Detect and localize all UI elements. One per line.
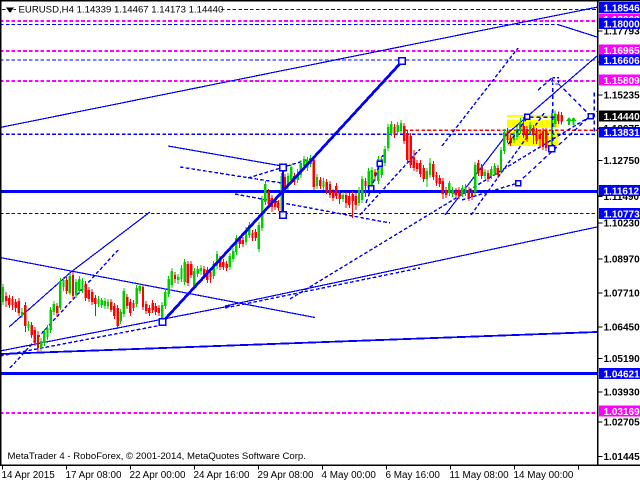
svg-text:1.03169: 1.03169 (604, 407, 640, 418)
svg-text:1.15235: 1.15235 (604, 91, 640, 102)
svg-text:1.11490: 1.11490 (604, 192, 640, 203)
svg-text:1.01445: 1.01445 (604, 452, 640, 463)
svg-text:22 Apr 00:00: 22 Apr 00:00 (130, 470, 187, 480)
svg-text:1.10230: 1.10230 (604, 219, 640, 230)
svg-text:1.14440: 1.14440 (604, 112, 640, 123)
svg-text:29 Apr 08:00: 29 Apr 08:00 (258, 470, 315, 480)
svg-text:1.10773: 1.10773 (604, 209, 640, 220)
svg-text:6 May 16:00: 6 May 16:00 (386, 470, 441, 480)
svg-text:24 Apr 16:00: 24 Apr 16:00 (194, 470, 251, 480)
svg-text:1.16965: 1.16965 (604, 46, 640, 57)
svg-text:1.08970: 1.08970 (604, 255, 640, 266)
svg-text:4 May 00:00: 4 May 00:00 (322, 470, 377, 480)
svg-text:17 Apr 08:00: 17 Apr 08:00 (66, 470, 123, 480)
svg-text:14 May 00:00: 14 May 00:00 (514, 470, 574, 480)
svg-text:1.12750: 1.12750 (604, 156, 640, 167)
svg-text:1.03930: 1.03930 (604, 388, 640, 399)
svg-text:MetaTrader 4 - RoboForex, © 20: MetaTrader 4 - RoboForex, © 2001-2014, M… (8, 451, 306, 462)
svg-text:1.13831: 1.13831 (604, 128, 640, 139)
svg-text:14 Apr 2015: 14 Apr 2015 (2, 470, 56, 480)
svg-text:1.07710: 1.07710 (604, 289, 640, 300)
svg-text:1.11612: 1.11612 (604, 186, 640, 197)
svg-text:1.17793: 1.17793 (604, 27, 640, 38)
svg-text:1.06450: 1.06450 (604, 323, 640, 334)
svg-text:1.04621: 1.04621 (604, 369, 640, 380)
svg-text:1.05190: 1.05190 (604, 354, 640, 365)
svg-text:EURUSD,H4 1.14339 1.14467 1.1: EURUSD,H4 1.14339 1.14467 1.14173 1.1444… (19, 5, 224, 16)
svg-text:1.18000: 1.18000 (604, 19, 640, 30)
svg-text:1.15809: 1.15809 (604, 76, 640, 87)
svg-text:1.18546: 1.18546 (604, 3, 640, 14)
svg-text:1.16606: 1.16606 (604, 56, 640, 67)
svg-text:11 May 08:00: 11 May 08:00 (450, 470, 510, 480)
svg-text:1.02705: 1.02705 (604, 418, 640, 429)
